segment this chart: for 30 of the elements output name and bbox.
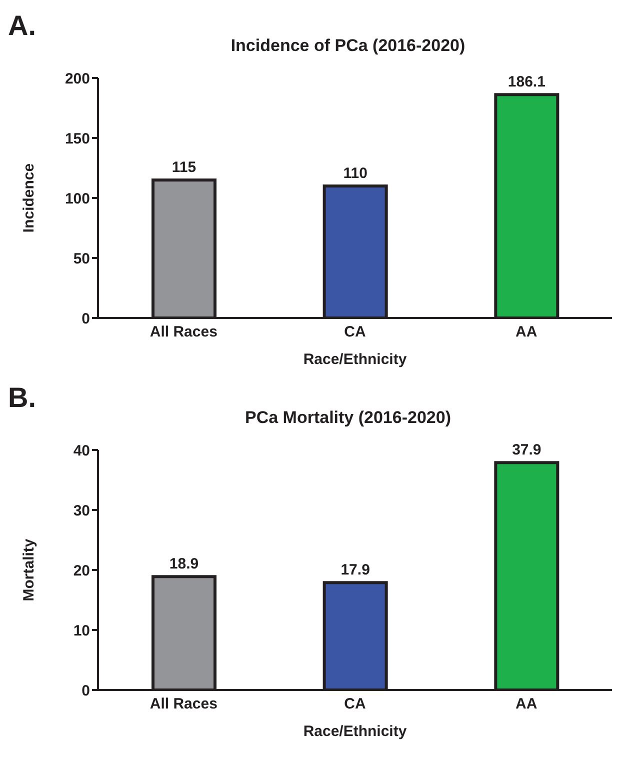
y-axis-title: Mortality xyxy=(20,538,38,602)
x-tick-label: CA xyxy=(344,696,366,713)
x-tick-label: All Races xyxy=(150,324,218,341)
chart-title: PCa Mortality (2016-2020) xyxy=(244,408,452,428)
data-label: 18.9 xyxy=(169,556,199,573)
data-label: 115 xyxy=(172,159,196,176)
y-tick-label: 30 xyxy=(73,502,90,520)
x-axis-title: Race/Ethnicity xyxy=(303,351,408,368)
data-label: 186.1 xyxy=(508,74,546,91)
x-tick-label: AA xyxy=(515,324,538,341)
x-tick-label: All Races xyxy=(150,696,218,713)
y-tick-label: 0 xyxy=(82,310,90,328)
y-tick-label: 20 xyxy=(73,562,90,580)
chart-title: Incidence of PCa (2016-2020) xyxy=(230,36,466,56)
x-axis-title: Race/Ethnicity xyxy=(303,723,408,740)
data-label: 37.9 xyxy=(512,442,542,459)
text: B. xyxy=(8,382,36,414)
y-tick-label: 50 xyxy=(73,250,90,268)
data-label: 110 xyxy=(343,165,368,182)
text: A. xyxy=(8,10,36,42)
y-tick-label: 200 xyxy=(64,70,90,88)
y-tick-label: 100 xyxy=(64,190,90,208)
x-tick-label: AA xyxy=(515,696,538,713)
data-label: 17.9 xyxy=(340,562,370,579)
x-tick-label: CA xyxy=(344,324,366,341)
y-axis-title: Incidence xyxy=(20,163,38,233)
y-tick-label: 40 xyxy=(73,442,90,460)
y-tick-label: 10 xyxy=(73,622,90,640)
y-tick-label: 150 xyxy=(64,130,90,148)
y-tick-label: 0 xyxy=(82,682,90,700)
